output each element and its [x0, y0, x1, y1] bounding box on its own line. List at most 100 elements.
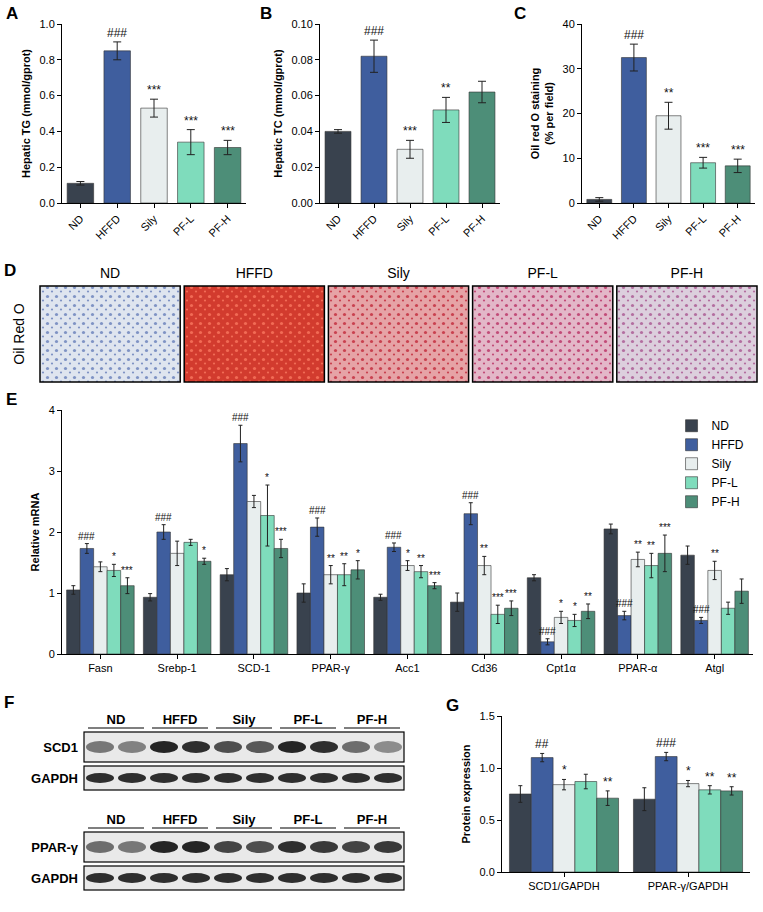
svg-text:Hepatic TG (mmol/gprot): Hepatic TG (mmol/gprot) [20, 49, 32, 178]
svg-text:2: 2 [49, 526, 55, 538]
svg-text:*: * [406, 548, 410, 559]
svg-text:###: ### [624, 28, 644, 42]
svg-text:***: *** [696, 141, 710, 155]
svg-text:PF-L: PF-L [528, 265, 559, 281]
svg-text:**: ** [711, 548, 719, 559]
svg-text:PPAR-γ: PPAR-γ [31, 840, 78, 855]
svg-text:***: *** [221, 124, 235, 138]
svg-text:D: D [4, 261, 16, 280]
svg-text:###: ### [616, 598, 633, 609]
svg-text:**: ** [327, 553, 335, 564]
svg-text:*: * [112, 551, 116, 562]
svg-text:PF-L: PF-L [712, 476, 738, 490]
svg-text:0: 0 [569, 197, 575, 209]
svg-text:Srebp-1: Srebp-1 [158, 662, 197, 674]
svg-text:###: ### [107, 26, 127, 40]
svg-text:*: * [573, 601, 577, 612]
svg-text:SCD1/GAPDH: SCD1/GAPDH [528, 880, 600, 892]
svg-text:PF-H: PF-H [712, 495, 740, 509]
svg-text:Sily: Sily [712, 457, 731, 471]
svg-text:*: * [202, 545, 206, 556]
svg-text:**: ** [634, 539, 642, 550]
svg-text:ND: ND [324, 212, 344, 232]
svg-text:***: *** [659, 522, 671, 533]
svg-text:40: 40 [563, 18, 575, 30]
svg-text:**: ** [705, 770, 715, 784]
svg-text:1.0: 1.0 [480, 762, 495, 774]
svg-text:0: 0 [49, 648, 55, 660]
svg-text:3: 3 [49, 465, 55, 477]
svg-text:SCD1: SCD1 [43, 740, 78, 755]
svg-text:Cpt1α: Cpt1α [546, 662, 576, 674]
svg-text:###: ### [364, 24, 384, 38]
svg-text:ND: ND [66, 212, 86, 232]
svg-text:0.08: 0.08 [291, 54, 312, 66]
svg-text:***: *** [184, 114, 198, 128]
svg-text:F: F [4, 693, 14, 712]
svg-text:0.10: 0.10 [291, 18, 312, 30]
svg-text:ND: ND [100, 265, 120, 281]
svg-text:1.0: 1.0 [40, 18, 55, 30]
svg-text:PF-H: PF-H [206, 212, 233, 239]
svg-text:0.04: 0.04 [291, 125, 312, 137]
svg-text:**: ** [603, 775, 613, 789]
svg-text:ND: ND [107, 712, 126, 727]
svg-text:**: ** [727, 771, 737, 785]
svg-text:PF-H: PF-H [461, 212, 488, 239]
svg-text:Cd36: Cd36 [471, 662, 497, 674]
svg-text:PF-L: PF-L [683, 213, 708, 238]
svg-text:*: * [559, 598, 563, 609]
svg-text:###: ### [309, 505, 326, 516]
svg-text:Sily: Sily [394, 212, 415, 233]
svg-text:GAPDH: GAPDH [31, 871, 78, 886]
svg-text:0.0: 0.0 [40, 197, 55, 209]
svg-text:**: ** [417, 553, 425, 564]
svg-text:***: *** [147, 83, 161, 97]
svg-text:HFFD: HFFD [350, 212, 379, 241]
svg-text:30: 30 [563, 63, 575, 75]
svg-text:###: ### [656, 736, 676, 750]
svg-text:10: 10 [563, 152, 575, 164]
svg-text:C: C [514, 4, 526, 23]
svg-text:***: *** [121, 565, 133, 576]
svg-text:SCD-1: SCD-1 [237, 662, 270, 674]
svg-text:*: * [356, 548, 360, 559]
svg-text:###: ### [539, 626, 556, 637]
svg-text:Fasn: Fasn [88, 662, 112, 674]
svg-text:PF-H: PF-H [357, 712, 387, 727]
svg-text:Hepatic TC (mmol/gprot): Hepatic TC (mmol/gprot) [272, 49, 284, 178]
svg-text:E: E [6, 390, 17, 409]
svg-text:HFFD: HFFD [236, 265, 273, 281]
svg-text:Protein expression: Protein expression [460, 744, 472, 843]
svg-text:PF-L: PF-L [294, 812, 323, 827]
svg-text:B: B [260, 4, 272, 23]
svg-text:*: * [562, 763, 567, 777]
svg-text:1.5: 1.5 [480, 710, 495, 722]
svg-text:***: *** [275, 526, 287, 537]
svg-text:Sily: Sily [387, 265, 410, 281]
svg-text:PF-H: PF-H [357, 812, 387, 827]
svg-text:A: A [6, 4, 18, 23]
svg-text:HFFD: HFFD [610, 212, 639, 241]
svg-text:*: * [265, 472, 269, 483]
svg-text:**: ** [664, 86, 674, 100]
svg-text:GAPDH: GAPDH [31, 771, 78, 786]
svg-text:0.2: 0.2 [40, 161, 55, 173]
svg-text:***: *** [429, 570, 441, 581]
svg-text:0.02: 0.02 [291, 161, 312, 173]
svg-text:0.5: 0.5 [480, 814, 495, 826]
svg-text:***: *** [492, 592, 504, 603]
svg-text:Sily: Sily [232, 812, 256, 827]
svg-text:**: ** [480, 543, 488, 554]
svg-text:0.6: 0.6 [40, 89, 55, 101]
svg-text:**: ** [340, 551, 348, 562]
svg-text:HFFD: HFFD [712, 438, 744, 452]
svg-text:Acc1: Acc1 [395, 662, 419, 674]
svg-text:Oil red O staining(% per field: Oil red O staining(% per field) [529, 68, 555, 160]
svg-text:PF-H: PF-H [716, 212, 743, 239]
svg-text:G: G [446, 696, 459, 715]
svg-text:PF-H: PF-H [671, 265, 704, 281]
svg-text:0.00: 0.00 [291, 197, 312, 209]
svg-text:ND: ND [107, 812, 126, 827]
svg-text:Atgl: Atgl [705, 662, 724, 674]
